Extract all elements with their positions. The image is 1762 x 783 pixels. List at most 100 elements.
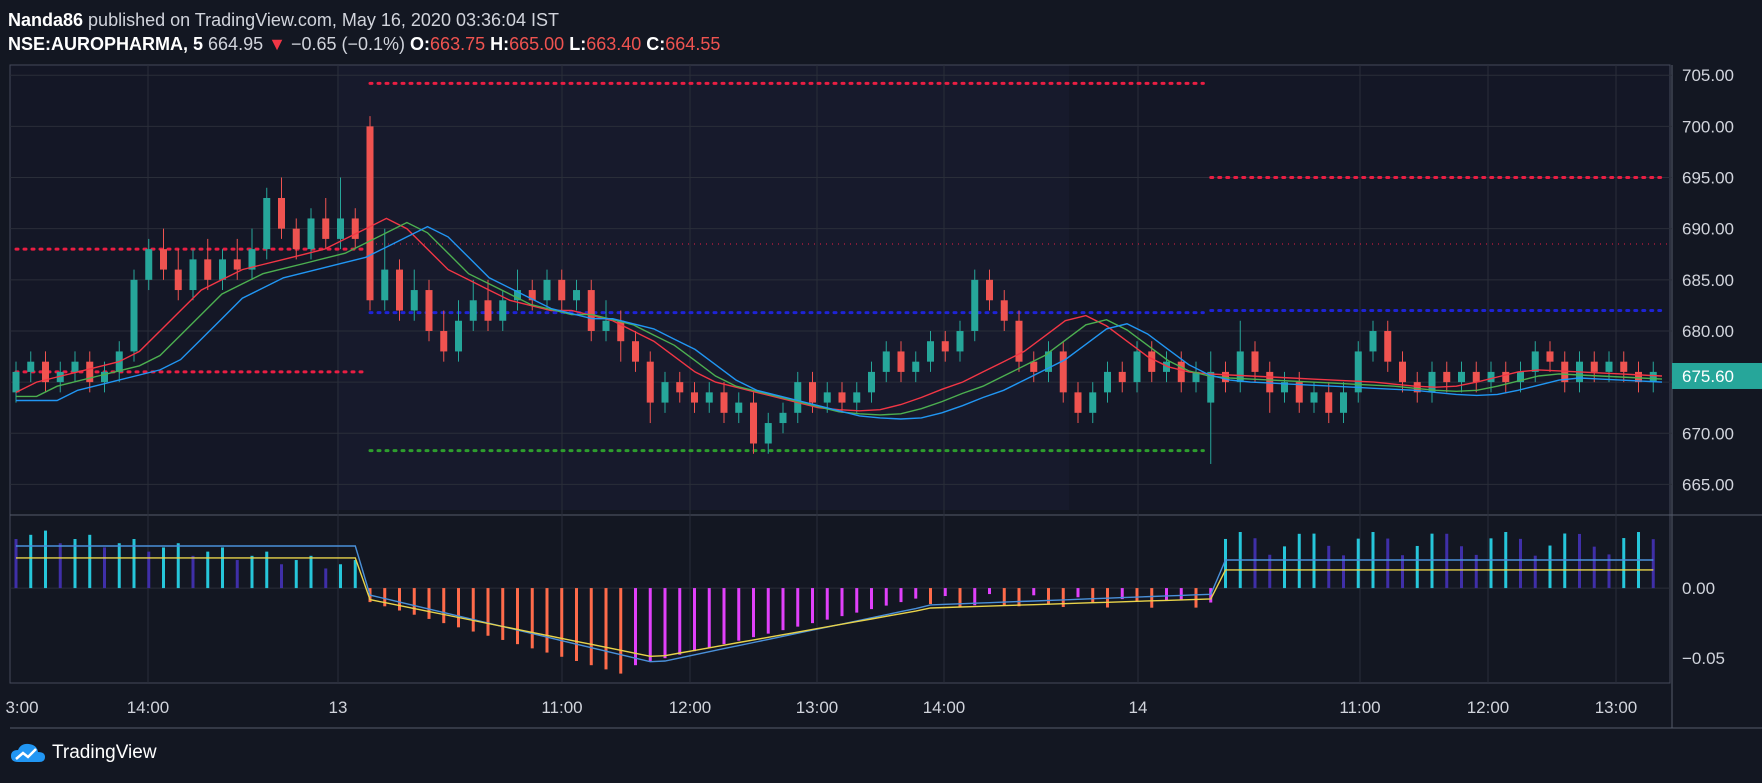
candle-body [1531, 351, 1539, 372]
macd-histogram-bar [1076, 588, 1080, 598]
candle-body [425, 290, 433, 331]
candle-body [410, 290, 418, 311]
macd-histogram-bar [1120, 588, 1124, 600]
candle-body [1649, 371, 1657, 383]
candle-body [1015, 320, 1023, 362]
macd-histogram-bar [442, 588, 446, 624]
macd-histogram-bar [929, 588, 932, 605]
macd-histogram-bar [516, 588, 519, 645]
candle-body [1620, 361, 1628, 372]
candle-body [27, 361, 35, 372]
macd-histogram-bar [1268, 554, 1272, 589]
macd-histogram-bar [589, 588, 593, 666]
candle-body [307, 218, 315, 250]
macd-histogram-bar [250, 555, 254, 589]
macd-histogram-bar [221, 547, 224, 589]
macd-histogram-bar [1224, 538, 1227, 589]
macd-histogram-bar [280, 564, 283, 589]
candle-body [1369, 330, 1377, 352]
macd-histogram-bar [294, 560, 298, 589]
candle-body [1192, 371, 1200, 383]
candle-body [986, 279, 993, 301]
time-tick-label: 13:00 [1595, 698, 1638, 717]
close-value: 664.55 [665, 34, 721, 54]
candle-body [1443, 371, 1451, 383]
macd-histogram-bar [501, 588, 505, 640]
macd-histogram-bar [1150, 588, 1154, 608]
candle-body [823, 392, 831, 403]
chart-border [9, 64, 1671, 684]
macd-histogram-bar [648, 588, 652, 662]
candle-body [927, 341, 934, 362]
candle-body [1163, 361, 1170, 372]
candle-body [1605, 361, 1613, 372]
symbol-name[interactable]: NSE:AUROPHARMA, 5 [8, 34, 204, 54]
macd-histogram-bar [1578, 533, 1581, 589]
candle-body [1059, 351, 1067, 393]
candle-body [1104, 371, 1111, 393]
candle-body [573, 290, 580, 301]
macd-histogram-bar [545, 588, 549, 653]
macd-histogram-bar [1179, 588, 1183, 600]
candle-body [1590, 361, 1598, 372]
last-price: 664.95 [208, 34, 264, 54]
candle-body [130, 279, 138, 352]
price-tick-label: 670.00 [1682, 424, 1734, 443]
candle-body [632, 341, 639, 362]
time-tick-label: 3:00 [5, 698, 38, 717]
candle-body [956, 330, 964, 352]
candle-body [779, 412, 787, 424]
candle-body [661, 382, 669, 403]
macd-histogram-bar [530, 588, 534, 649]
price-tick-label: 690.00 [1682, 220, 1734, 239]
candle-body [528, 290, 536, 301]
macd-histogram-bar [1209, 588, 1213, 603]
macd-histogram-bar [427, 588, 431, 619]
candle-body [705, 392, 713, 403]
candle-body [1251, 351, 1259, 372]
macd-histogram-bar [1430, 533, 1434, 589]
candle-body [278, 197, 285, 229]
macd-histogram-bar [1135, 588, 1139, 602]
session-shade [337, 65, 1069, 510]
macd-histogram-bar [324, 568, 328, 589]
macd-histogram-bar [1474, 554, 1478, 589]
macd-histogram-bar [1297, 533, 1301, 589]
macd-histogram-bar [412, 588, 416, 615]
candle-body [1384, 330, 1392, 362]
candle-body [1281, 382, 1288, 393]
candle-body [292, 228, 300, 250]
candle-body [1546, 351, 1554, 362]
price-tick-label: 695.00 [1682, 169, 1734, 188]
author-name[interactable]: Nanda86 [8, 10, 84, 30]
macd-pane [10, 517, 1670, 683]
candle-body [1030, 361, 1038, 372]
time-tick-label: 11:00 [1339, 698, 1380, 717]
macd-histogram-bar [1032, 588, 1036, 596]
candle-body [12, 371, 20, 393]
tradingview-logo[interactable]: TradingView [10, 742, 157, 764]
candle-body [1118, 371, 1126, 383]
macd-histogram-bar [73, 539, 77, 589]
macd-histogram-bar [1283, 546, 1286, 589]
macd-histogram-bar [766, 588, 770, 634]
candle-body [1148, 351, 1156, 372]
candle-body [882, 351, 890, 372]
candle-body [56, 371, 64, 383]
candle-body [263, 197, 271, 250]
candle-body [602, 320, 610, 331]
open-value: 663.75 [430, 34, 486, 54]
candle-body [1354, 351, 1362, 393]
macd-histogram-bar [471, 588, 475, 632]
candle-body [499, 300, 507, 321]
candle-body [396, 269, 403, 311]
candle-body [941, 341, 949, 352]
candle-body [794, 382, 802, 413]
candle-body [174, 269, 182, 291]
macd-histogram-bar [44, 530, 47, 589]
macd-histogram-bar [1017, 588, 1021, 607]
candle-body [587, 290, 595, 331]
low-label: L: [569, 34, 587, 54]
macd-histogram-bar [575, 588, 578, 661]
